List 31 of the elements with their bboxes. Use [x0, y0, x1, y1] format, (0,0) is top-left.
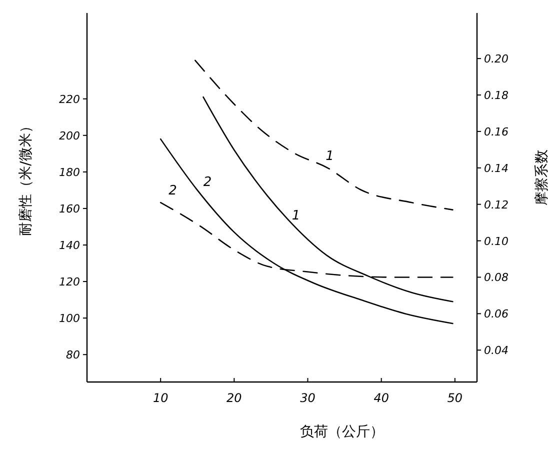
y2-tick-label: 0.06 [484, 308, 508, 321]
y-tick-label: 80 [66, 348, 80, 362]
y-tick-label: 100 [59, 312, 80, 326]
line-series [194, 60, 454, 210]
series-label: 2 [168, 184, 177, 199]
line-series [160, 138, 454, 324]
y-tick-label: 140 [59, 238, 80, 252]
y-tick-label: 160 [59, 202, 80, 216]
y-tick-label: 120 [59, 276, 80, 289]
series-label: 1 [292, 208, 300, 224]
y-tick-label: 180 [59, 166, 80, 179]
x-axis-title: 负荷（公斤） [300, 424, 384, 440]
y2-tick-label: 0.08 [484, 271, 508, 284]
x-tick-label: 10 [152, 391, 169, 405]
x-tick-label: 20 [226, 391, 242, 405]
y2-tick-label: 0.20 [484, 52, 508, 66]
y2-tick-label: 0.12 [484, 198, 508, 212]
y2-tick-label: 0.10 [484, 234, 508, 248]
x-tick-label: 40 [374, 391, 390, 405]
y2-tick-label: 0.16 [484, 125, 508, 138]
y2-tick-label: 0.04 [484, 344, 508, 358]
y-tick-label: 220 [59, 92, 80, 106]
x-tick-label: 30 [300, 391, 316, 405]
series-label: 1 [326, 148, 334, 164]
y2-tick-label: 0.18 [484, 89, 508, 102]
y-axis-title: 耐磨性（米/微米） [18, 119, 34, 236]
y2-tick-label: 0.14 [484, 162, 508, 175]
x-tick-label: 50 [447, 391, 463, 405]
y-tick-label: 200 [59, 129, 80, 142]
series-label: 2 [203, 175, 212, 190]
y2-axis-title: 摩擦系数 [534, 150, 550, 206]
